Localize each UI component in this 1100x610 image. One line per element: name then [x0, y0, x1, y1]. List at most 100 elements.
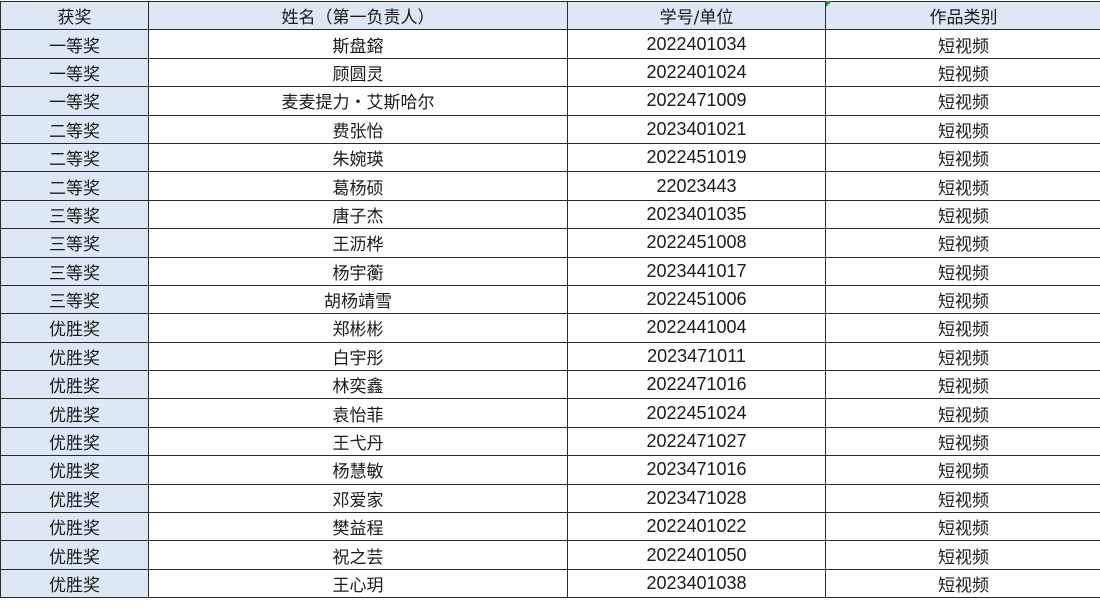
award-cell[interactable]: 二等奖	[1, 172, 149, 200]
category-cell[interactable]: 短视频	[826, 87, 1100, 115]
category-cell[interactable]: 短视频	[826, 143, 1100, 171]
name-cell[interactable]: 王心玥	[149, 569, 568, 597]
category-cell[interactable]: 短视频	[826, 314, 1100, 342]
header-award[interactable]: 获奖	[1, 2, 149, 30]
name-cell[interactable]: 费张怡	[149, 115, 568, 143]
category-cell[interactable]: 短视频	[826, 257, 1100, 285]
name-cell[interactable]: 郑彬彬	[149, 314, 568, 342]
id-cell[interactable]: 2022451006	[568, 285, 826, 313]
id-cell[interactable]: 2022441004	[568, 314, 826, 342]
id-cell[interactable]: 2022471009	[568, 87, 826, 115]
name-cell[interactable]: 唐子杰	[149, 200, 568, 228]
id-cell[interactable]: 2023401021	[568, 115, 826, 143]
id-cell[interactable]: 2022451019	[568, 143, 826, 171]
name-cell[interactable]: 祝之芸	[149, 541, 568, 569]
award-cell[interactable]: 一等奖	[1, 87, 149, 115]
id-cell[interactable]: 2022401022	[568, 513, 826, 541]
header-id[interactable]: 学号/单位	[568, 2, 826, 30]
category-cell[interactable]: 短视频	[826, 484, 1100, 512]
award-cell[interactable]: 优胜奖	[1, 371, 149, 399]
name-cell[interactable]: 白宇彤	[149, 342, 568, 370]
award-cell[interactable]: 三等奖	[1, 285, 149, 313]
name-cell[interactable]: 王弋丹	[149, 427, 568, 455]
name-cell[interactable]: 邓爱家	[149, 484, 568, 512]
category-cell[interactable]: 短视频	[826, 115, 1100, 143]
category-cell[interactable]: 短视频	[826, 30, 1100, 58]
name-cell[interactable]: 斯盘鎔	[149, 30, 568, 58]
category-cell[interactable]: 短视频	[826, 200, 1100, 228]
award-cell[interactable]: 优胜奖	[1, 569, 149, 597]
id-cell[interactable]: 2023441017	[568, 257, 826, 285]
id-cell[interactable]: 2023471016	[568, 456, 826, 484]
award-cell[interactable]: 优胜奖	[1, 484, 149, 512]
award-cell[interactable]: 优胜奖	[1, 314, 149, 342]
comment-marker-icon[interactable]	[826, 1, 832, 7]
id-cell[interactable]: 2022451008	[568, 229, 826, 257]
award-cell[interactable]: 优胜奖	[1, 456, 149, 484]
category-cell[interactable]: 短视频	[826, 342, 1100, 370]
category-cell[interactable]: 短视频	[826, 58, 1100, 86]
award-cell[interactable]: 三等奖	[1, 200, 149, 228]
id-cell[interactable]: 2023401035	[568, 200, 826, 228]
award-cell[interactable]: 优胜奖	[1, 541, 149, 569]
id-cell[interactable]: 2022471016	[568, 371, 826, 399]
category-cell[interactable]: 短视频	[826, 371, 1100, 399]
award-cell[interactable]: 优胜奖	[1, 513, 149, 541]
name-cell[interactable]: 麦麦提力・艾斯哈尔	[149, 87, 568, 115]
award-cell[interactable]: 优胜奖	[1, 342, 149, 370]
award-cell[interactable]: 一等奖	[1, 58, 149, 86]
category-cell[interactable]: 短视频	[826, 427, 1100, 455]
category-cell[interactable]: 短视频	[826, 541, 1100, 569]
header-category[interactable]: 作品类别	[826, 2, 1100, 30]
id-cell[interactable]: 22023443	[568, 172, 826, 200]
category-cell[interactable]: 短视频	[826, 399, 1100, 427]
id-cell[interactable]: 2022471027	[568, 427, 826, 455]
name-cell[interactable]: 葛杨硕	[149, 172, 568, 200]
award-cell[interactable]: 优胜奖	[1, 427, 149, 455]
award-cell[interactable]: 二等奖	[1, 115, 149, 143]
name-cell[interactable]: 杨宇蘅	[149, 257, 568, 285]
name-cell[interactable]: 王沥桦	[149, 229, 568, 257]
award-cell[interactable]: 三等奖	[1, 229, 149, 257]
category-cell[interactable]: 短视频	[826, 285, 1100, 313]
name-cell[interactable]: 顾圆灵	[149, 58, 568, 86]
name-cell[interactable]: 袁怡菲	[149, 399, 568, 427]
name-cell[interactable]: 樊益程	[149, 513, 568, 541]
category-cell[interactable]: 短视频	[826, 513, 1100, 541]
id-cell[interactable]: 2022401024	[568, 58, 826, 86]
category-cell[interactable]: 短视频	[826, 569, 1100, 597]
award-cell[interactable]: 优胜奖	[1, 399, 149, 427]
id-cell[interactable]: 2023471028	[568, 484, 826, 512]
award-cell[interactable]: 三等奖	[1, 257, 149, 285]
id-cell[interactable]: 2023471011	[568, 342, 826, 370]
id-cell[interactable]: 2022401050	[568, 541, 826, 569]
category-cell[interactable]: 短视频	[826, 456, 1100, 484]
id-cell[interactable]: 2023401038	[568, 569, 826, 597]
award-cell[interactable]: 一等奖	[1, 30, 149, 58]
id-cell[interactable]: 2022401034	[568, 30, 826, 58]
name-cell[interactable]: 朱婉瑛	[149, 143, 568, 171]
category-cell[interactable]: 短视频	[826, 229, 1100, 257]
name-cell[interactable]: 杨慧敏	[149, 456, 568, 484]
category-cell[interactable]: 短视频	[826, 172, 1100, 200]
name-cell[interactable]: 胡杨靖雪	[149, 285, 568, 313]
name-cell[interactable]: 林奕鑫	[149, 371, 568, 399]
id-cell[interactable]: 2022451024	[568, 399, 826, 427]
award-cell[interactable]: 二等奖	[1, 143, 149, 171]
header-name[interactable]: 姓名（第一负责人）	[149, 2, 568, 30]
